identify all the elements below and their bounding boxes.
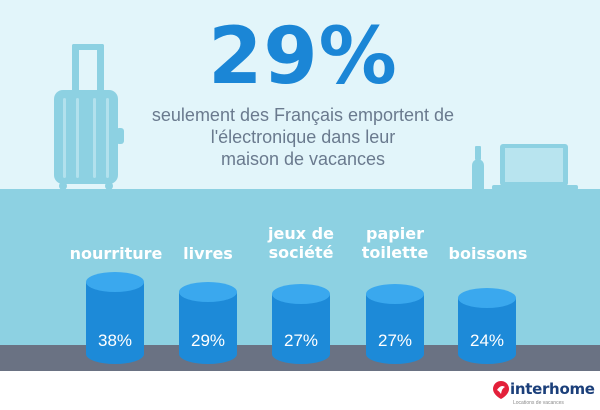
laptop-icon bbox=[492, 144, 578, 190]
headline-percent: 29% bbox=[208, 12, 398, 102]
item-label-nourriture: nourriture bbox=[69, 244, 163, 263]
brand-tagline: Locations de vacances bbox=[513, 400, 564, 406]
item-percent-nourriture: 38% bbox=[97, 331, 133, 350]
headline-subtitle: seulement des Français emportent de l'él… bbox=[151, 105, 455, 169]
brand-name: interhome bbox=[510, 380, 595, 398]
item-percent-boissons: 24% bbox=[469, 331, 505, 350]
item-percent-livres: 29% bbox=[190, 331, 226, 350]
item-percent-papier-toilette: 27% bbox=[377, 331, 413, 350]
bottle-icon bbox=[472, 146, 484, 190]
cylinder-livres bbox=[179, 282, 237, 364]
interhome-logo[interactable]: interhome Locations de vacances bbox=[492, 378, 596, 408]
interhome-logo-icon bbox=[493, 381, 509, 399]
item-percent-jeux-de-societe: 27% bbox=[283, 331, 319, 350]
item-label-boissons: boissons bbox=[448, 244, 528, 263]
cylinder-jeux-de-societe bbox=[272, 284, 330, 364]
item-label-jeux-de-societe: jeux de société bbox=[268, 224, 334, 262]
cylinder-nourriture bbox=[86, 272, 144, 364]
cylinder-boissons bbox=[458, 288, 516, 364]
item-label-livres: livres bbox=[183, 244, 233, 263]
suitcase-icon bbox=[54, 44, 124, 190]
cylinder-papier-toilette bbox=[366, 284, 424, 364]
item-label-papier-toilette: papier toilette bbox=[361, 224, 429, 262]
